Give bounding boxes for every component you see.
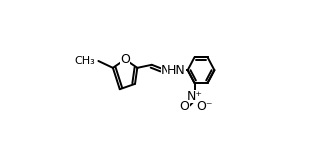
Text: HN: HN bbox=[167, 64, 186, 77]
Text: O⁻: O⁻ bbox=[196, 100, 213, 113]
Text: O: O bbox=[120, 53, 130, 66]
Text: N: N bbox=[161, 64, 170, 77]
Text: N⁺: N⁺ bbox=[187, 90, 202, 103]
Text: O: O bbox=[180, 100, 189, 113]
Text: CH₃: CH₃ bbox=[75, 56, 95, 66]
